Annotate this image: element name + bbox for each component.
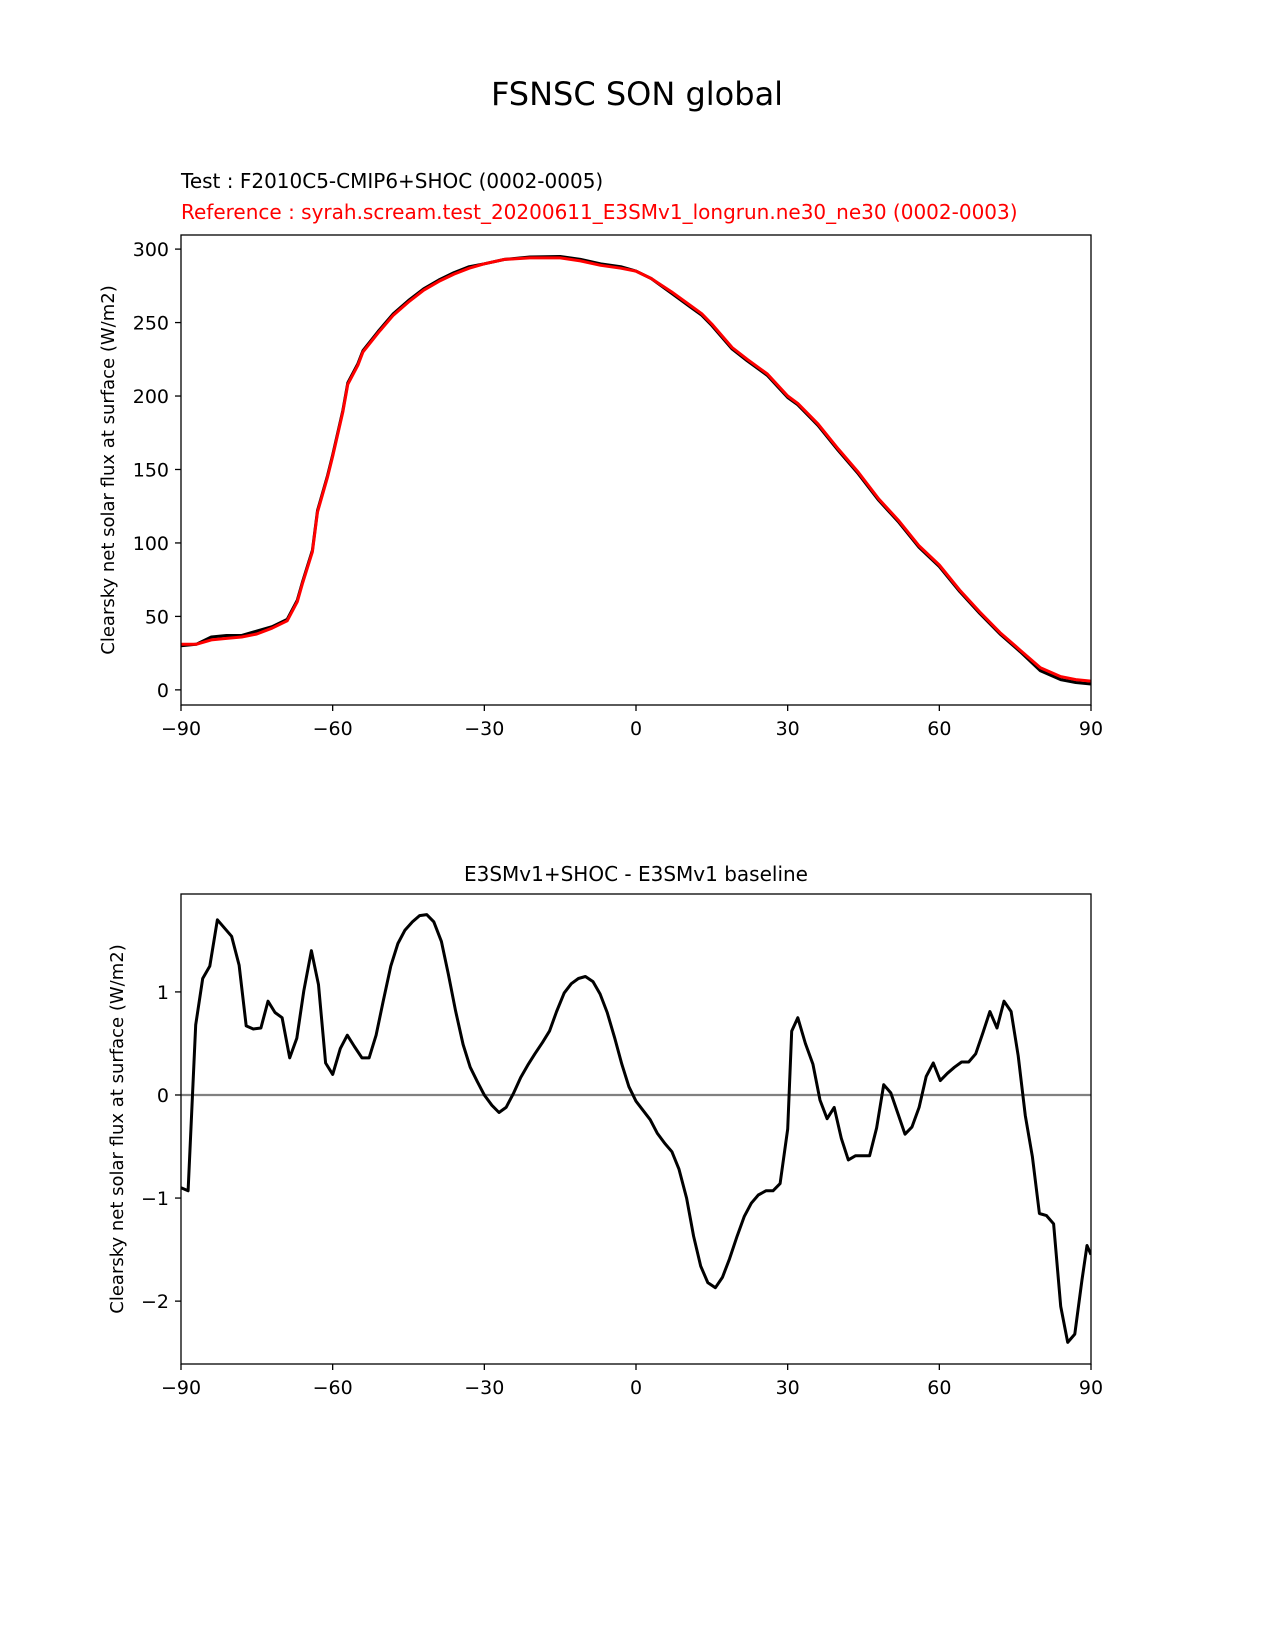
- y-axis-label: Clearsky net solar flux at surface (W/m2…: [98, 285, 119, 654]
- y-tick-label: 50: [145, 606, 169, 628]
- x-tick-label: −90: [161, 1377, 201, 1399]
- y-tick-label: 250: [133, 313, 169, 335]
- y-tick-label: 0: [157, 680, 169, 702]
- axes-frame: [180, 893, 1092, 1365]
- x-tick-label: −60: [313, 1377, 353, 1399]
- x-tick-label: 60: [927, 718, 951, 740]
- x-tick-label: −90: [161, 718, 201, 740]
- y-tick-label: −1: [141, 1188, 169, 1210]
- x-tick-label: 30: [776, 718, 800, 740]
- chart-bottom: −90 −60 −30 0 30 60 90 −2 −1 0 1 Clearsky net solar…: [107, 862, 1103, 1399]
- y-tick-label: 150: [133, 459, 169, 481]
- axes-frame: [180, 234, 1092, 706]
- chart-top: −90 −60 −30 0 30 60 90 0 50 100 150 200 250 300 Clears…: [98, 169, 1103, 740]
- test-title: Test : F2010C5-CMIP6+SHOC (0002-0005): [180, 169, 603, 193]
- y-tick-label: 0: [157, 1085, 169, 1107]
- x-tick-label: 60: [927, 1377, 951, 1399]
- x-tick-label: −30: [464, 1377, 504, 1399]
- series-reference: [181, 256, 1091, 683]
- x-tick-label: −30: [464, 718, 504, 740]
- figure-title: FSNSC SON global: [491, 75, 783, 113]
- y-axis-label: Clearsky net solar flux at surface (W/m2…: [107, 944, 128, 1313]
- x-tick-label: 90: [1079, 1377, 1103, 1399]
- y-tick-label: 200: [133, 386, 169, 408]
- subplot-title: E3SMv1+SHOC - E3SMv1 baseline: [464, 862, 808, 886]
- x-tick-label: 0: [630, 718, 642, 740]
- x-tick-label: 0: [630, 1377, 642, 1399]
- y-tick-label: −2: [141, 1291, 169, 1313]
- series-difference: [181, 913, 1091, 1344]
- x-tick-label: −60: [313, 718, 353, 740]
- y-tick-label: 100: [133, 533, 169, 555]
- series-test: [181, 255, 1091, 686]
- y-tick-label: 1: [157, 982, 169, 1004]
- x-tick-label: 30: [776, 1377, 800, 1399]
- x-tick-label: 90: [1079, 718, 1103, 740]
- y-tick-label: 300: [133, 239, 169, 261]
- reference-title: Reference : syrah.scream.test_20200611_E…: [181, 200, 1018, 224]
